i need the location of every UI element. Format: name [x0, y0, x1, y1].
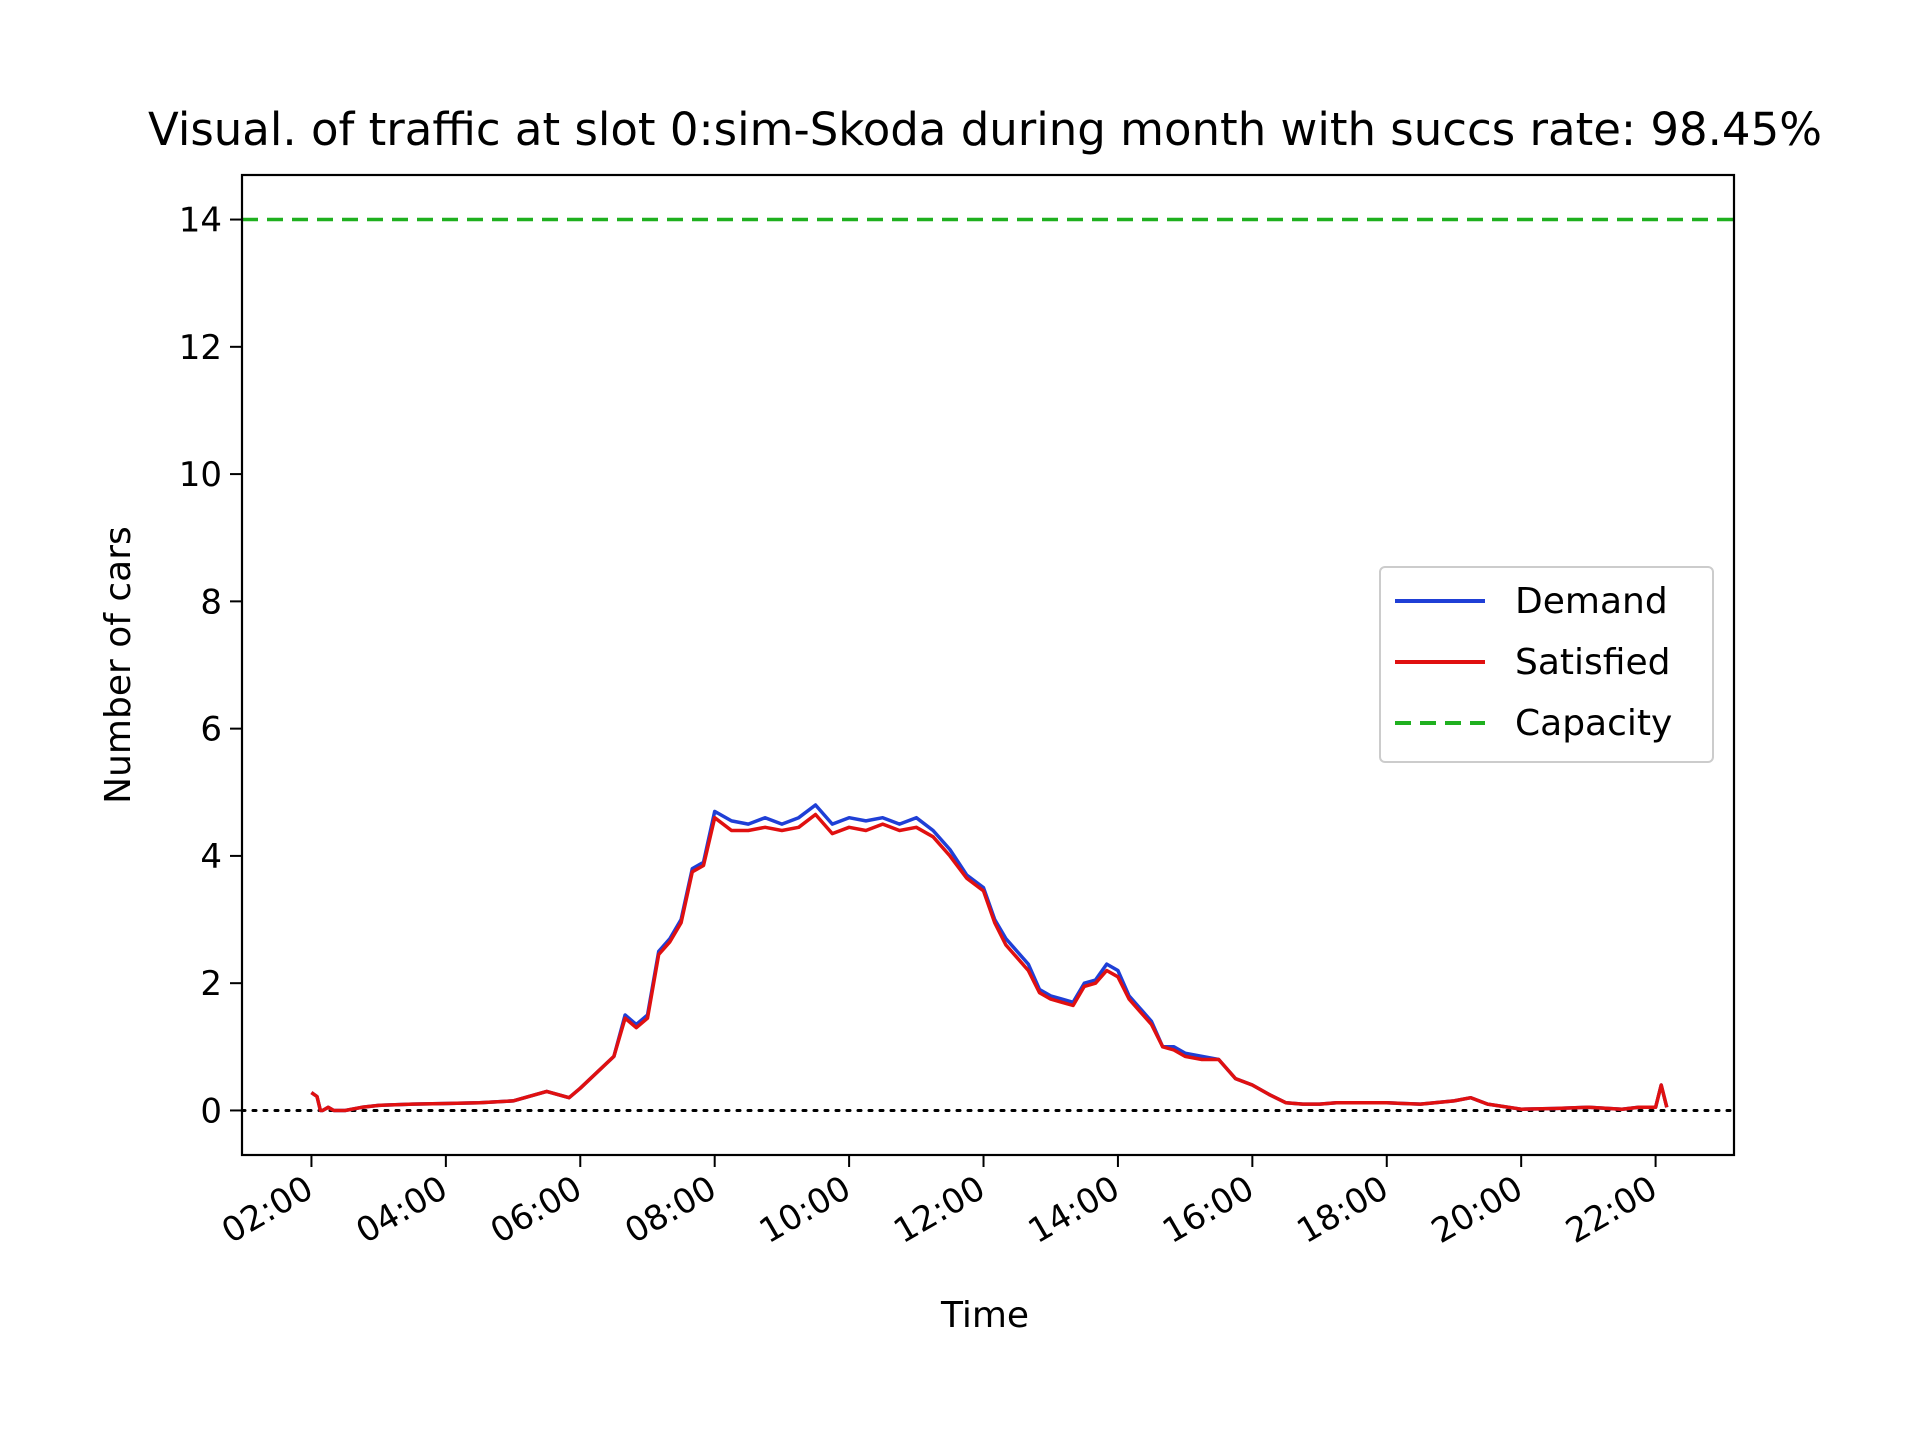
x-tick-label: 12:00 — [887, 1168, 992, 1252]
legend: Demand Satisfied Capacity — [1379, 566, 1714, 763]
plot-frame — [240, 173, 1736, 1157]
x-tick-label: 22:00 — [1559, 1168, 1664, 1252]
y-tick-label: 10 — [179, 455, 222, 495]
x-axis: 02:00 04:00 06:00 08:00 10:00 12:00 14:00 16:00… — [215, 1155, 1664, 1252]
y-axis: 0 2 4 6 8 10 12 14 — [179, 201, 242, 1131]
legend-label-demand: Demand — [1515, 581, 1668, 622]
x-tick-label: 06:00 — [484, 1168, 589, 1252]
x-axis-label: Time — [940, 1295, 1029, 1336]
x-tick-label: 08:00 — [618, 1168, 723, 1252]
x-tick-label: 10:00 — [753, 1168, 858, 1252]
x-tick-label: 02:00 — [215, 1168, 320, 1252]
y-tick-label: 2 — [200, 964, 222, 1004]
x-tick-label: 16:00 — [1156, 1168, 1261, 1252]
y-tick-label: 6 — [200, 710, 222, 750]
y-tick-label: 0 — [200, 1091, 222, 1131]
y-tick-label: 4 — [200, 837, 222, 877]
x-tick-label: 14:00 — [1022, 1168, 1127, 1252]
y-tick-label: 14 — [179, 201, 222, 241]
legend-label-capacity: Capacity — [1515, 703, 1672, 744]
x-tick-label: 04:00 — [350, 1168, 455, 1252]
series-line-satisfied — [310, 812, 1669, 1113]
plot-area — [240, 217, 1736, 1113]
y-tick-label: 12 — [179, 328, 222, 368]
x-tick-label: 20:00 — [1425, 1168, 1530, 1252]
legend-label-satisfied: Satisfied — [1515, 642, 1670, 683]
y-axis-label: Number of cars — [98, 526, 139, 804]
series-line-demand — [310, 803, 1669, 1113]
chart-title: Visual. of traffic at slot 0:sim-Skoda d… — [148, 103, 1822, 156]
y-tick-label: 8 — [200, 582, 222, 622]
x-tick-label: 18:00 — [1290, 1168, 1395, 1252]
legend-box — [1379, 566, 1714, 763]
